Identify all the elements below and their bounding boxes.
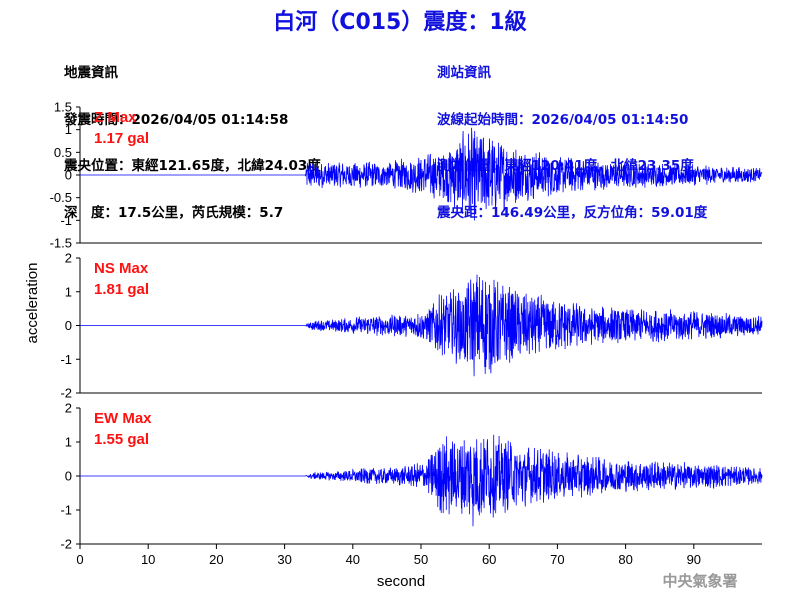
- trace-ew: [80, 434, 763, 527]
- x-tick-label: 80: [618, 552, 632, 567]
- event-info-block: 地震資訊 發震時間：2026/04/05 01:14:58 震央位置：東經121…: [64, 35, 321, 237]
- x-tick-label: 40: [346, 552, 360, 567]
- y-axis-label: acceleration: [24, 263, 41, 344]
- x-tick-label: 70: [550, 552, 564, 567]
- y-tick-label: 0: [65, 469, 72, 484]
- wave-start-time: 波線起始時間：2026/04/05 01:14:50: [437, 111, 689, 128]
- y-tick-label: 0.5: [54, 145, 72, 160]
- chart-title: 白河（C015）震度：1級: [273, 10, 527, 35]
- y-tick-label: 1: [65, 435, 72, 450]
- y-tick-label: 2: [65, 401, 72, 416]
- event-info-heading: 地震資訊: [64, 65, 118, 81]
- epicenter-location: 震央位置：東經121.65度，北緯24.03度: [64, 158, 321, 174]
- x-tick-label: 20: [209, 552, 223, 567]
- max-title-z: Z Max: [94, 109, 137, 126]
- max-title-ns: NS Max: [94, 260, 149, 277]
- origin-time: 發震時間：2026/04/05 01:14:58: [64, 111, 289, 128]
- max-value-z: 1.17 gal: [94, 130, 149, 147]
- x-axis-label: second: [377, 573, 425, 590]
- x-tick-label: 30: [277, 552, 291, 567]
- y-tick-label: -0.5: [50, 190, 72, 205]
- y-tick-label: 1: [65, 284, 72, 299]
- agency-watermark: 中央氣象署: [662, 572, 737, 590]
- trace-z: [80, 127, 763, 221]
- station-info-heading: 測站資訊: [437, 65, 491, 81]
- x-tick-label: 90: [687, 552, 701, 567]
- y-tick-label: -1: [60, 503, 72, 518]
- y-tick-label: -2: [60, 386, 72, 401]
- trace-ns: [80, 274, 763, 377]
- max-title-ew: EW Max: [94, 410, 152, 427]
- x-tick-label: 10: [141, 552, 155, 567]
- x-tick-label: 50: [414, 552, 428, 567]
- x-tick-label: 60: [482, 552, 496, 567]
- y-tick-label: -1: [60, 352, 72, 367]
- y-tick-label: 2: [65, 251, 72, 266]
- max-value-ew: 1.55 gal: [94, 431, 149, 448]
- max-value-ns: 1.81 gal: [94, 281, 149, 298]
- y-tick-label: 1.5: [54, 100, 72, 115]
- y-tick-label: 1: [65, 122, 72, 137]
- y-tick-label: -2: [60, 537, 72, 552]
- x-tick-label: 0: [76, 552, 83, 567]
- y-tick-label: -1: [60, 213, 72, 228]
- y-tick-label: 0: [65, 168, 72, 183]
- depth-magnitude: 深 度：17.5公里，芮氏規模：5.7: [64, 204, 284, 221]
- y-tick-label: 0: [65, 318, 72, 333]
- y-tick-label: -1.5: [50, 236, 72, 251]
